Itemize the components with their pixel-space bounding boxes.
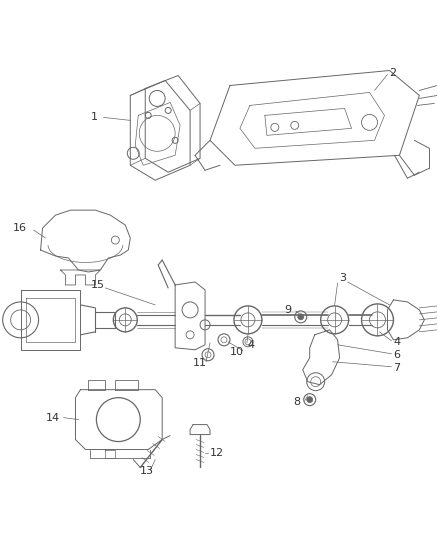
Text: 12: 12 xyxy=(210,448,224,457)
Text: 3: 3 xyxy=(339,273,346,283)
Text: 7: 7 xyxy=(393,363,401,373)
Text: 1: 1 xyxy=(90,112,97,123)
Text: 14: 14 xyxy=(46,413,60,423)
Circle shape xyxy=(307,397,313,402)
Text: 2: 2 xyxy=(389,68,396,77)
Text: 15: 15 xyxy=(90,280,104,290)
Text: 8: 8 xyxy=(293,397,300,407)
Text: 10: 10 xyxy=(230,347,244,357)
Text: 9: 9 xyxy=(284,305,291,315)
Text: 4: 4 xyxy=(248,340,255,350)
Text: 6: 6 xyxy=(393,350,400,360)
Text: 11: 11 xyxy=(193,358,207,368)
Text: 16: 16 xyxy=(13,223,27,233)
Text: 13: 13 xyxy=(140,466,154,477)
Circle shape xyxy=(298,314,304,320)
Text: 4: 4 xyxy=(393,337,401,347)
